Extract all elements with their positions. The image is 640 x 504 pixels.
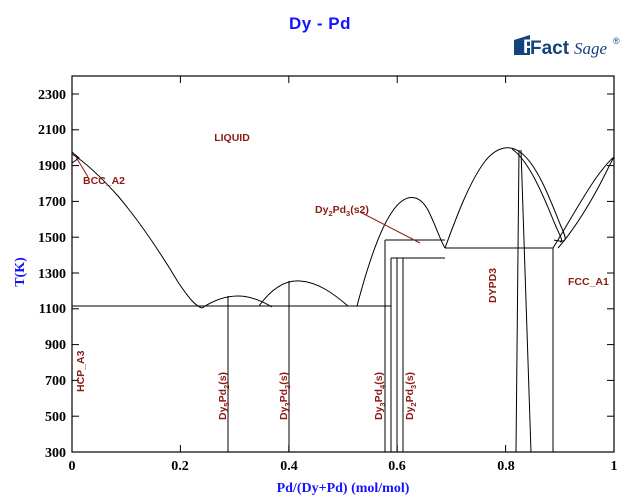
y-tick-label: 1300 [38, 267, 66, 282]
y-tick-label: 700 [45, 374, 66, 389]
page-title: Dy - Pd [288, 14, 352, 33]
label-part-dy: Dy [315, 204, 329, 216]
phase-boundary-curves [71, 147, 615, 453]
svg-text:Dy3Pd4(s): Dy3Pd4(s) [373, 372, 387, 420]
y-tick-label: 1700 [38, 195, 66, 210]
logo-f-glyph: F [523, 37, 535, 58]
logo-registered-mark: ® [613, 36, 620, 46]
label-sub-3: 3 [346, 209, 350, 218]
logo-sage-text: Sage [574, 39, 608, 58]
logo-fact-text: Fact [530, 38, 570, 59]
fcc-solidus-right [557, 156, 615, 249]
liquidus-dome-Dy5Pd2 [201, 295, 273, 309]
x-tick-label: 1 [611, 459, 618, 474]
phase-label-bcc-a2: BCC_A2 [83, 175, 125, 187]
fcc-liquidus-right [552, 156, 615, 249]
x-axis-tick-labels: 0 0.2 0.4 0.6 0.8 1 [69, 459, 618, 474]
svg-text:Dy5Pd2(s): Dy5Pd2(s) [217, 372, 231, 420]
y-tick-label: 2300 [38, 88, 66, 103]
label-part-pd: Pd [333, 204, 346, 216]
compound-label-Dy3Pd2: Dy3Pd2(s) [278, 372, 292, 420]
y-axis-tick-labels: 300 500 700 900 1100 1300 1500 1700 1900… [38, 88, 66, 461]
liquidus-dome-DYPD3 [444, 147, 566, 249]
compound-label-Dy2Pd3: Dy2Pd3(s) [404, 372, 418, 420]
factsage-logo: F Fact Sage ® [512, 33, 627, 61]
y-tick-label: 300 [45, 446, 66, 461]
liquidus-dome-Dy3Pd2 [258, 280, 349, 307]
y-tick-label: 1900 [38, 159, 66, 174]
y-tick-label: 2100 [38, 123, 66, 138]
x-axis-ticks [71, 76, 615, 452]
phase-label-liquid: LIQUID [214, 132, 250, 144]
liquidus-left-branch [71, 153, 203, 309]
phase-label-hcp-a3: HCP_A3 [75, 350, 87, 392]
svg-text:Dy2Pd3(s2): Dy2Pd3(s2) [315, 204, 369, 218]
x-tick-label: 0.2 [171, 459, 189, 474]
factsage-logo-svg: F Fact Sage ® [514, 35, 620, 59]
label-sub-2: 2 [328, 209, 332, 218]
phase-label-dypd3: DYPD3 [487, 268, 499, 303]
y-tick-label: 500 [45, 410, 66, 425]
logo-shield-shape [514, 35, 530, 55]
liquidus-dome-DYPD3-right [511, 148, 563, 243]
bcc-hcp-wedge [71, 151, 80, 164]
y-tick-label: 1100 [39, 302, 66, 317]
liquidus-dome-Dy3Pd4 [356, 197, 446, 307]
y-tick-label: 1500 [38, 231, 66, 246]
y-tick-label: 900 [45, 338, 66, 353]
y-axis-title: T(K) [13, 257, 28, 287]
y-axis-ticks [72, 93, 614, 453]
x-tick-label: 0.6 [388, 459, 406, 474]
x-tick-label: 0.4 [280, 459, 298, 474]
label-part-s2: (s2) [350, 204, 369, 216]
annotation-leader-lines [75, 156, 421, 244]
phase-label-fcc-a1: FCC_A1 [568, 276, 609, 288]
phase-label-dy2pd3-s2: Dy2Pd3(s2) [315, 204, 369, 218]
dypd3-left-wall [515, 149, 520, 453]
x-tick-label: 0.8 [497, 459, 515, 474]
svg-text:Dy2Pd3(s): Dy2Pd3(s) [404, 372, 418, 420]
compound-label-Dy3Pd4: Dy3Pd4(s) [373, 372, 387, 420]
plot-frame [71, 75, 615, 453]
dypd3-right-wall [520, 149, 532, 453]
leader-dy2pd3-s2 [359, 211, 421, 244]
svg-text:Dy3Pd2(s): Dy3Pd2(s) [278, 372, 292, 420]
leader-bcc-a2 [75, 156, 89, 178]
compound-label-Dy5Pd2: Dy5Pd2(s) [217, 372, 231, 420]
x-tick-label: 0 [69, 459, 76, 474]
x-axis-title: Pd/(Dy+Pd) (mol/mol) [277, 481, 410, 496]
